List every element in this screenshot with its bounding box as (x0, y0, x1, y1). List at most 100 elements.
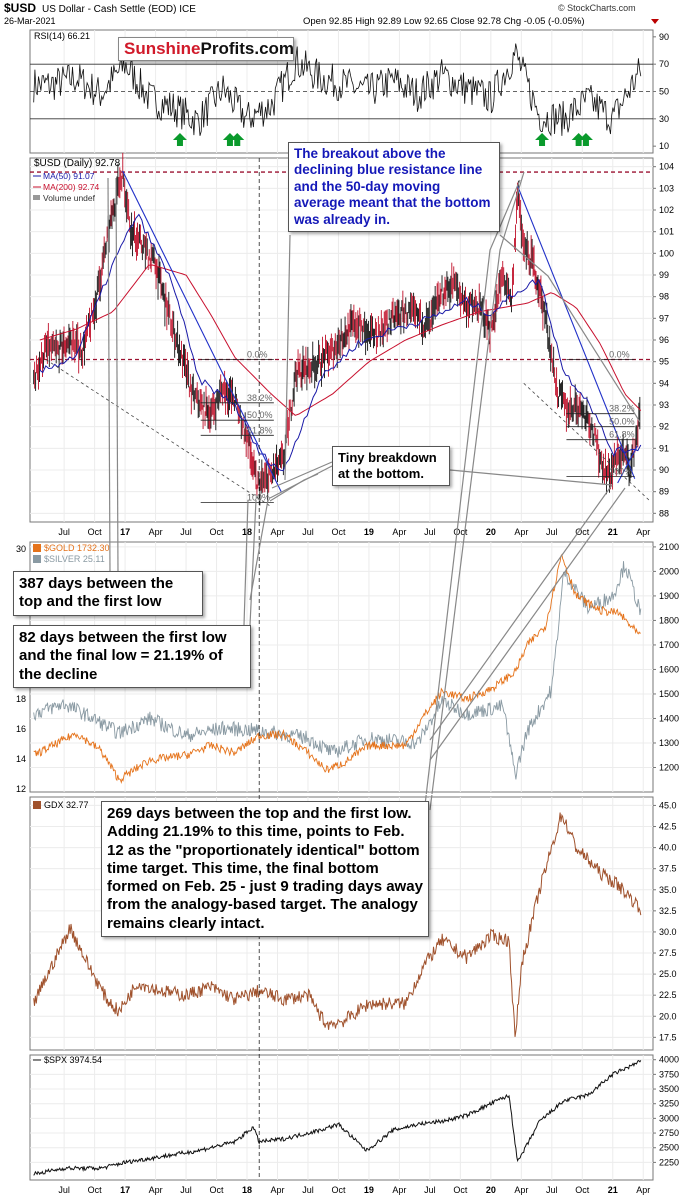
sunshine-profits-logo: SunshineProfits.com (118, 37, 294, 61)
spx-line (33, 1059, 642, 1176)
callout-tiny-left-a (271, 461, 333, 489)
usd-tick-label: 97 (659, 313, 669, 323)
callout-breakout-right (499, 234, 641, 423)
rsi-tick-label: 70 (659, 59, 669, 69)
gold-tick-label: 1200 (659, 762, 679, 772)
rsi-line (33, 43, 642, 137)
header-ticker: $USD (4, 1, 36, 15)
callout-bottom-link (269, 473, 319, 502)
spx-x-label: Oct (331, 1185, 346, 1195)
rsi-tick-label: 30 (659, 114, 669, 124)
spx-x-label: Oct (453, 1185, 468, 1195)
spx-x-label: 18 (242, 1185, 252, 1195)
gold-legend: $GOLD 1732.30 (44, 543, 110, 553)
usd-fib-label-2017: 50.0% (247, 410, 273, 420)
usd-legend-volume: Volume undef (43, 193, 96, 203)
callout-269-c (429, 484, 613, 741)
usd-x-label: Apr (514, 527, 528, 537)
rsi-tick-label: 90 (659, 32, 669, 42)
usd-tick-label: 104 (659, 162, 674, 172)
gold-tick-label: 2100 (659, 542, 679, 552)
spx-panel-frame (29, 1054, 654, 1181)
spx-x-label: Apr (514, 1185, 528, 1195)
usd-fib-label-2020: 50.0% (609, 417, 635, 427)
spx-x-label: Apr (149, 1185, 163, 1195)
spx-x-label: Jul (302, 1185, 314, 1195)
usd-legend-volume-swatch (33, 195, 40, 200)
usd-x-label: Apr (270, 527, 284, 537)
spx-x-label: Apr (636, 1185, 650, 1195)
spx-tick-label: 2750 (659, 1128, 679, 1138)
spx-tick-label: 2250 (659, 1157, 679, 1167)
usd-x-label: Apr (636, 527, 650, 537)
silver-legend-swatch (33, 555, 41, 563)
callout-tiny-right (449, 469, 613, 486)
usd-x-label: Apr (392, 527, 406, 537)
spx-x-label: Jul (58, 1185, 70, 1195)
usd-resistance-line-2020 (517, 185, 636, 479)
gdx-tick-label: 27.5 (659, 948, 677, 958)
spx-x-label: Apr (270, 1185, 284, 1195)
rsi-buy-arrow (535, 133, 550, 146)
usd-x-label: Jul (302, 527, 314, 537)
usd-fib-label-2020: 0.0% (609, 350, 630, 360)
usd-fib-label-2020: 100% (609, 467, 632, 477)
gold-legend-swatch (33, 544, 41, 552)
rsi-buy-arrow (222, 133, 237, 146)
callout-269-a (424, 179, 521, 806)
gold-tick-label: 1700 (659, 640, 679, 650)
spx-tick-label: 3750 (659, 1069, 679, 1079)
gdx-tick-label: 25.0 (659, 969, 677, 979)
spx-tick-label: 4000 (659, 1055, 679, 1065)
spx-x-label: Oct (575, 1185, 590, 1195)
spx-x-label: Jul (424, 1185, 436, 1195)
rsi-tick-label: 10 (659, 141, 669, 151)
usd-tick-label: 95 (659, 357, 669, 367)
annotation-tiny-breakdown: Tiny breakdown at the bottom. (332, 446, 450, 486)
usd-x-label: Oct (331, 527, 346, 537)
gold-tick-label: 1300 (659, 738, 679, 748)
usd-support-line-2017 (45, 359, 272, 508)
rsi-buy-arrow (578, 133, 593, 146)
gold-tick-label: 1900 (659, 591, 679, 601)
silver-left-tick-label: 14 (16, 754, 26, 764)
silver-left-tick-label: 16 (16, 724, 26, 734)
callout-breakout-left (284, 234, 291, 481)
spx-x-label: Oct (210, 1185, 225, 1195)
usd-legend-ma200: MA(200) 92.74 (43, 182, 99, 192)
gdx-tick-label: 22.5 (659, 990, 677, 1000)
silver-left-tick-label: 30 (16, 544, 26, 554)
gold-line (33, 553, 641, 785)
usd-tick-label: 88 (659, 508, 669, 518)
usd-x-label: 20 (486, 527, 496, 537)
gdx-legend-swatch (33, 801, 41, 809)
usd-legend-ma50: MA(50) 91.07 (43, 171, 95, 181)
gold-tick-label: 2000 (659, 566, 679, 576)
usd-fib-label-2017: 0.0% (247, 350, 268, 360)
usd-support-line-2020 (523, 383, 650, 501)
annotation-387-days: 387 days between the top and the first l… (13, 571, 203, 616)
usd-fib-label-2017: 61.8% (247, 425, 273, 435)
usd-tick-label: 100 (659, 248, 674, 258)
callout-269-b (429, 171, 525, 811)
callout-82-a (243, 499, 249, 626)
spx-x-label: Jul (546, 1185, 558, 1195)
rsi-buy-arrow (571, 133, 586, 146)
gold-tick-label: 1400 (659, 713, 679, 723)
gdx-tick-label: 42.5 (659, 822, 677, 832)
usd-ma200-line (39, 264, 642, 416)
spx-x-label: 19 (364, 1185, 374, 1195)
spx-tick-label: 2500 (659, 1143, 679, 1153)
gdx-line (33, 812, 642, 1037)
gdx-panel-frame (29, 796, 654, 1051)
rsi-title: RSI(14) 66.21 (34, 31, 90, 41)
usd-tick-label: 93 (659, 400, 669, 410)
silver-left-tick-label: 18 (16, 694, 26, 704)
header-ohlc: Open 92.85 High 92.89 Low 92.65 Close 92… (303, 16, 585, 27)
usd-x-label: 21 (608, 527, 618, 537)
usd-fib-label-2017: 38.2% (247, 393, 273, 403)
usd-tick-label: 94 (659, 378, 669, 388)
usd-x-label: Oct (88, 527, 103, 537)
spx-tick-label: 3500 (659, 1084, 679, 1094)
header-down-triangle (651, 19, 659, 24)
